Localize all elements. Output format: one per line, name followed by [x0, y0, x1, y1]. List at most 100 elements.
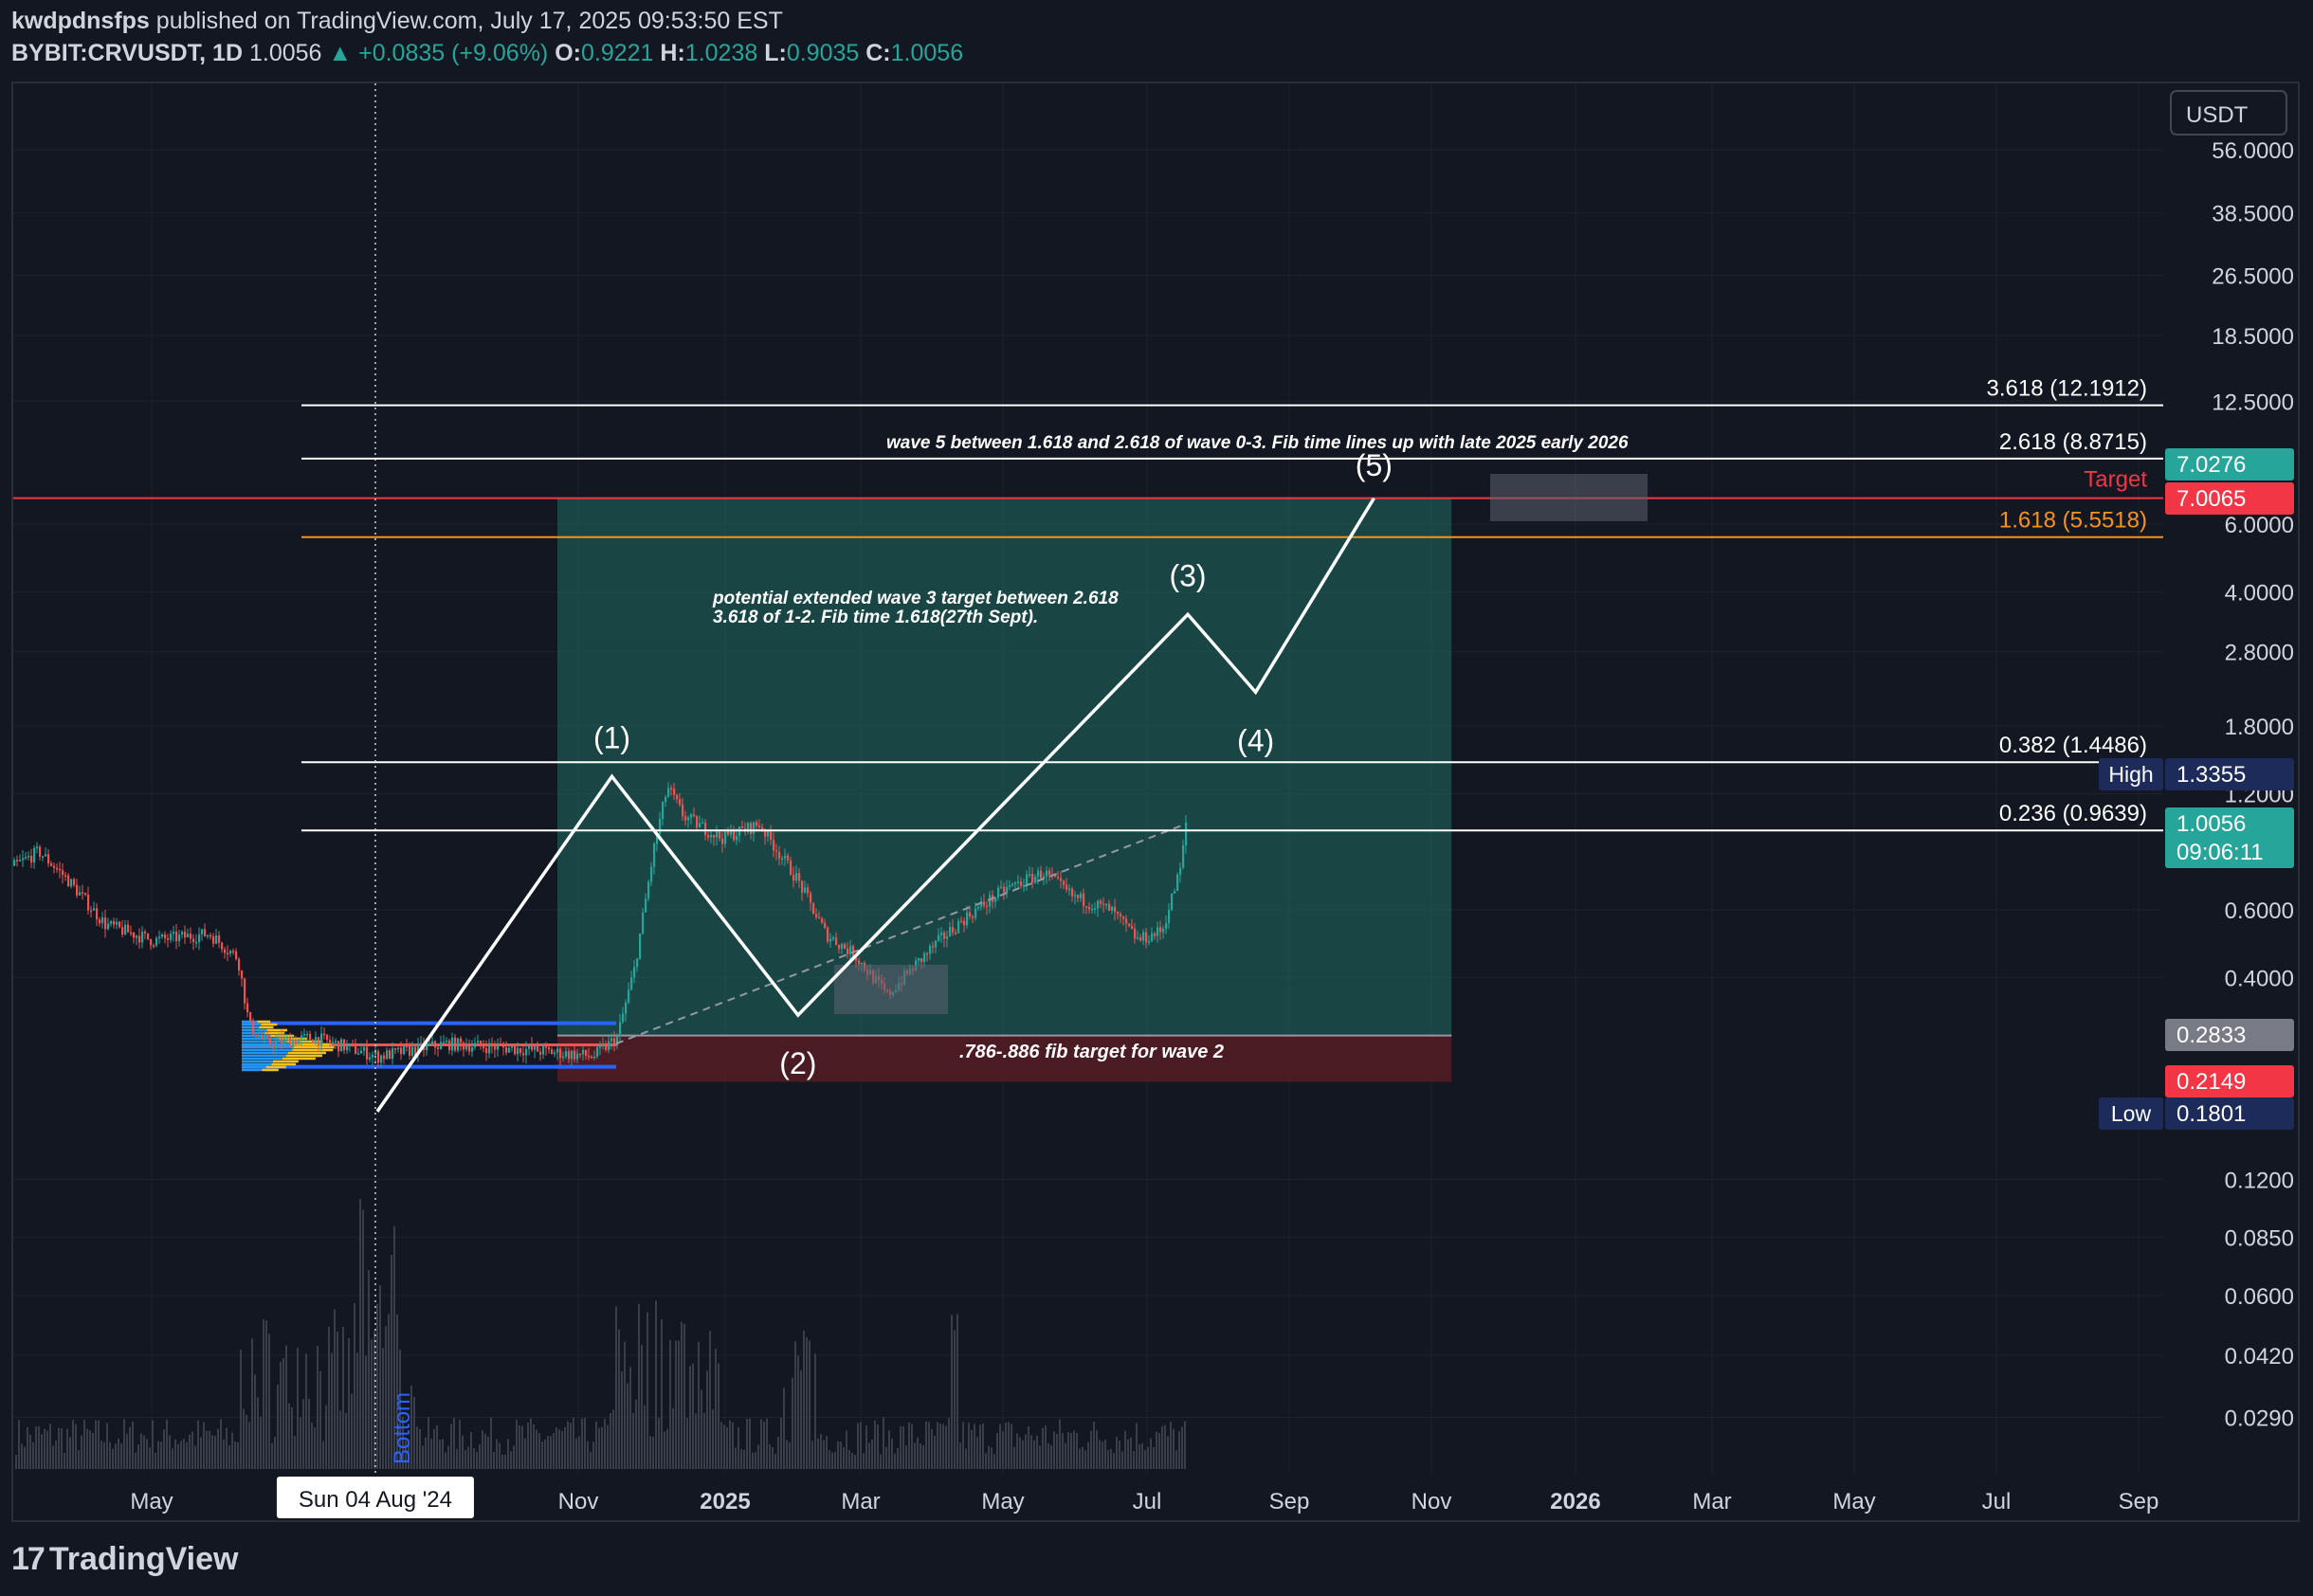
wave-path[interactable]	[375, 497, 1375, 1113]
volume-bar	[735, 1447, 737, 1469]
candle-body	[454, 1037, 457, 1051]
candle-body	[1102, 903, 1105, 905]
candle-body	[1156, 927, 1159, 936]
price-label-value: 7.0065	[2176, 486, 2246, 512]
candle-body	[824, 922, 827, 928]
candle-body	[1026, 874, 1029, 886]
volume-bar	[945, 1425, 947, 1469]
volume-bar	[965, 1448, 967, 1469]
price-axis-tick: 26.5000	[2212, 263, 2294, 289]
candle-body	[1179, 867, 1182, 875]
tradingview-logo[interactable]: 17 TradingView	[11, 1541, 238, 1578]
candle-body	[966, 912, 969, 926]
volume-profile-bar	[242, 1051, 288, 1055]
symbol-ohlc-legend: BYBIT:CRVUSDT, 1D 1.0056 ▲ +0.0835 (+9.0…	[11, 40, 963, 67]
volume-bar	[834, 1451, 836, 1469]
fibonacci-levels[interactable]: 3.618 (12.1912) 2.618 (8.8715) 1.618 (5.55…	[13, 376, 2163, 832]
candle-body	[1122, 916, 1125, 919]
candle-body	[534, 1045, 537, 1050]
volume-bar	[1090, 1430, 1092, 1469]
symbol-name[interactable]: BYBIT:CRVUSDT, 1D	[11, 40, 244, 66]
bottom-annotation[interactable]: Bottom	[390, 1392, 415, 1464]
long-position-tool[interactable]	[557, 498, 1452, 1082]
volume-bar	[1016, 1433, 1018, 1469]
candle-body	[721, 838, 724, 844]
elliott-wave-drawing[interactable]: (1) (2) (3) (4) (5)	[374, 83, 1648, 1474]
candle-body	[844, 944, 847, 949]
position-profit-zone[interactable]	[557, 498, 1452, 1036]
price-axis[interactable]: 56.0000 38.5000 26.5000 18.5000 12.5000 6.000…	[2099, 138, 2294, 1432]
volume-bar	[280, 1361, 282, 1469]
candle-body	[1009, 885, 1011, 887]
volume-bar	[274, 1436, 276, 1469]
wave2-annotation[interactable]: .786-.886 fib target for wave 2	[959, 1042, 1224, 1062]
volume-bar	[118, 1438, 119, 1469]
candle-body	[79, 892, 82, 896]
candle-body	[630, 977, 633, 990]
volume-bar	[749, 1418, 751, 1469]
candle-body	[952, 927, 955, 934]
candle-body	[127, 924, 130, 933]
candle-body	[67, 875, 70, 887]
volume-bar	[260, 1416, 262, 1469]
author-name[interactable]: kwdpdnsfps	[11, 8, 150, 34]
fib-level-label: 2.618 (8.8715)	[1999, 429, 2147, 455]
time-axis[interactable]: May Nov 2025 Mar May Jul Sep Nov 2026 Mar May Jul Se…	[130, 1477, 2158, 1518]
candle-body	[414, 1046, 417, 1056]
volume-bar	[1019, 1437, 1021, 1469]
candle-body	[84, 893, 87, 896]
wave5-annotation[interactable]: wave 5 between 1.618 and 2.618 of wave 0…	[886, 433, 1629, 453]
volume-bar	[746, 1419, 748, 1469]
candle-body	[53, 865, 56, 868]
candle-body	[943, 933, 946, 939]
volume-bar	[1158, 1432, 1160, 1469]
candle-body	[218, 935, 221, 943]
volume-bar	[1113, 1452, 1115, 1469]
volume-bar	[564, 1426, 566, 1469]
volume-bar	[871, 1439, 873, 1469]
volume-bar	[297, 1348, 299, 1469]
wave5-zone-box[interactable]	[1490, 474, 1648, 521]
volume-bar	[1150, 1438, 1152, 1469]
candle-body	[417, 1043, 420, 1056]
volume-bar	[931, 1428, 933, 1469]
text-annotations[interactable]: wave 5 between 1.618 and 2.618 of wave 0…	[390, 433, 1629, 1464]
volume-bar	[89, 1430, 91, 1469]
candle-body	[448, 1040, 451, 1051]
volume-bar	[655, 1300, 657, 1469]
volume-bar	[555, 1427, 557, 1469]
position-loss-zone[interactable]	[557, 1035, 1452, 1082]
volume-bar	[504, 1454, 506, 1469]
volume-bar	[1079, 1448, 1081, 1469]
candle-body	[818, 916, 821, 919]
candle-body	[446, 1040, 448, 1043]
candle-body	[807, 887, 810, 894]
volume-bar	[183, 1439, 185, 1469]
candle-body	[485, 1048, 488, 1054]
trend-line[interactable]	[615, 823, 1186, 1045]
volume-bar	[726, 1426, 728, 1469]
volume-bar	[83, 1420, 85, 1469]
volume-bar	[604, 1418, 606, 1469]
volume-bar	[246, 1414, 247, 1469]
candle-body	[264, 1036, 266, 1039]
candle-body	[343, 1039, 346, 1051]
wave3-annotation-line2[interactable]: 3.618 of 1-2. Fib time 1.618(27th Sept).	[713, 608, 1038, 627]
currency-button[interactable]	[2170, 90, 2287, 136]
wave3-annotation-line1[interactable]: potential extended wave 3 target between…	[712, 589, 1119, 608]
volume-bar	[1104, 1440, 1106, 1469]
candle-body	[679, 799, 682, 805]
volume-bar	[499, 1442, 501, 1469]
volume-bar	[100, 1441, 102, 1469]
volume-bar	[368, 1270, 370, 1469]
volume-bar	[157, 1441, 159, 1469]
fib-level-label: 3.618 (12.1912)	[1987, 376, 2147, 402]
volume-bar	[826, 1436, 828, 1469]
wave2-zone-box[interactable]	[834, 965, 948, 1014]
time-axis-tick: Sep	[1269, 1489, 1310, 1514]
price-axis-tick: 4.0000	[2225, 581, 2294, 607]
candle-body	[1094, 908, 1097, 910]
candle-body	[96, 908, 99, 920]
price-label-value: 0.2833	[2176, 1023, 2246, 1048]
